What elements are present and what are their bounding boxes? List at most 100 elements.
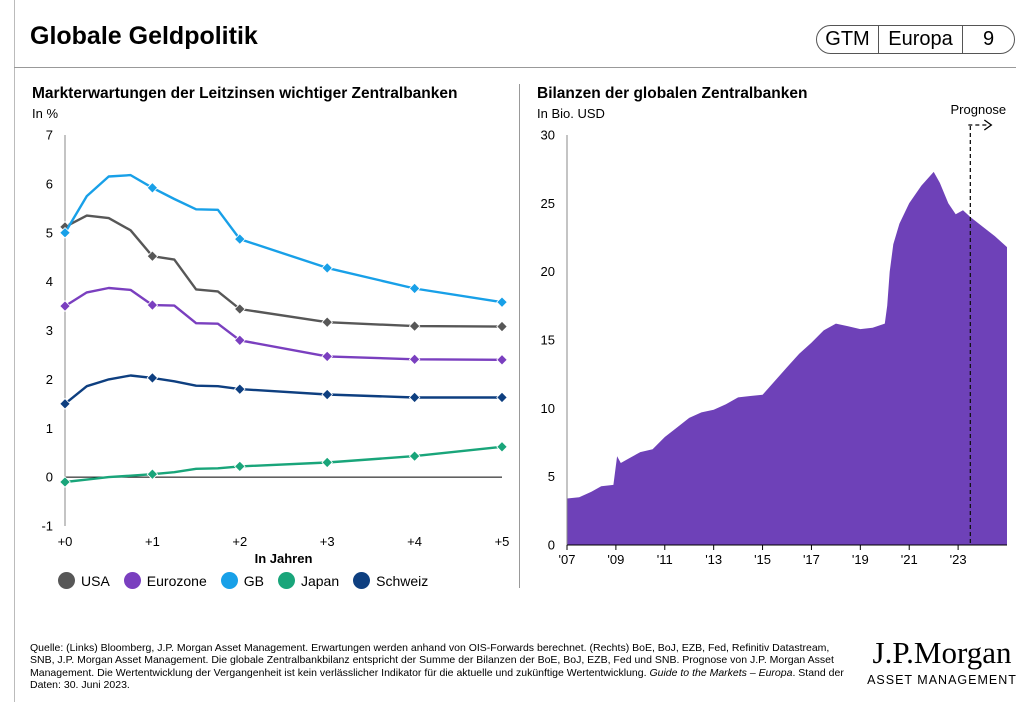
logo-wordmark: J.P.Morgan	[872, 635, 1012, 670]
data-point-eurozone	[321, 350, 333, 363]
data-point-gb	[234, 233, 246, 245]
left-chart-title: Markterwartungen der Leitzinsen wichtige…	[32, 85, 458, 102]
legend-swatch-japan	[277, 572, 295, 589]
data-point-japan	[408, 450, 421, 462]
right-x-tick-label: '13	[705, 552, 722, 567]
footnote-text: Quelle: (Links) Bloomberg, J.P. Morgan A…	[30, 642, 834, 679]
data-point-schweiz	[321, 388, 333, 401]
right-x-tick-label: '17	[803, 552, 820, 567]
legend-swatch-gb	[220, 572, 238, 589]
right-x-tick-label: '11	[657, 552, 673, 567]
right-x-tick-label: '21	[901, 552, 918, 567]
right-x-tick-label: '07	[559, 552, 576, 567]
header-divider	[14, 67, 1016, 68]
legend-label-usa: USA	[81, 572, 110, 589]
left-y-tick-label: 0	[46, 470, 53, 485]
data-point-usa	[408, 320, 421, 332]
page-badge: GTM Europa 9	[816, 25, 1015, 54]
footnote-guide-title: Guide to the Markets – Europa	[649, 666, 793, 679]
data-point-usa	[146, 250, 159, 262]
data-point-schweiz	[234, 383, 246, 395]
right-chart-unit: In Bio. USD	[537, 106, 605, 121]
right-y-tick-label: 25	[541, 196, 555, 211]
jpmorgan-logo: J.P.Morgan ASSET MANAGEMENT	[866, 635, 1018, 688]
left-x-tick-label: +0	[58, 534, 73, 549]
data-point-gb	[496, 296, 508, 308]
forecast-label: Prognose	[951, 102, 1007, 117]
legend-item-eurozone: Eurozone	[123, 572, 207, 589]
data-point-schweiz	[146, 372, 159, 384]
legend-label-japan: Japan	[300, 572, 340, 589]
legend-swatch-usa	[58, 572, 75, 589]
right-y-tick-label: 30	[541, 128, 555, 143]
right-x-tick-label: '19	[852, 552, 869, 567]
left-y-tick-label: 1	[46, 421, 53, 436]
left-y-tick-label: 3	[46, 323, 53, 338]
data-point-japan	[234, 460, 246, 473]
page-title: Globale Geldpolitik	[30, 22, 258, 50]
chart-separator	[519, 84, 520, 588]
left-y-tick-label: 7	[46, 128, 53, 143]
left-x-tick-label: +4	[407, 534, 422, 549]
left-x-tick-label: +5	[495, 534, 510, 549]
data-point-schweiz	[496, 391, 508, 404]
legend-label-eurozone: Eurozone	[146, 572, 207, 589]
right-y-tick-label: 10	[541, 401, 555, 416]
left-x-tick-label: +2	[232, 534, 247, 549]
data-point-japan	[321, 456, 333, 469]
left-y-tick-label: -1	[41, 519, 53, 534]
data-point-eurozone	[146, 299, 159, 311]
legend-item-japan: Japan	[277, 572, 340, 589]
right-chart-title: Bilanzen der globalen Zentralbanken	[537, 85, 808, 102]
left-border-rule	[14, 0, 15, 702]
source-footnote: Quelle: (Links) Bloomberg, J.P. Morgan A…	[30, 642, 850, 692]
right-x-tick-label: '23	[950, 552, 967, 567]
data-point-usa	[321, 316, 333, 328]
forecast-arrow-icon	[983, 119, 993, 131]
footnote-date: . Stand der Daten: 30. Juni 2023.	[30, 666, 844, 692]
data-point-gb	[321, 262, 333, 274]
left-y-tick-label: 4	[46, 274, 53, 289]
left-chart-unit: In %	[32, 106, 59, 121]
left-x-tick-label: +3	[320, 534, 335, 549]
legend-swatch-eurozone	[123, 572, 141, 589]
right-y-tick-label: 20	[541, 264, 555, 279]
data-point-eurozone	[496, 354, 508, 366]
right-y-tick-label: 15	[541, 333, 555, 348]
balance-sheet-area	[567, 171, 1007, 545]
series-line-eurozone	[64, 286, 503, 361]
data-point-usa	[234, 303, 246, 315]
data-point-eurozone	[59, 300, 71, 312]
data-point-gb	[408, 282, 421, 295]
right-y-tick-label: 5	[548, 469, 555, 484]
data-point-eurozone	[234, 334, 246, 347]
right-x-tick-label: '15	[754, 552, 771, 567]
left-x-tick-label: +1	[145, 534, 160, 549]
data-point-japan	[59, 476, 71, 488]
legend-item-gb: GB	[220, 572, 264, 589]
legend-item-schweiz: Schweiz	[353, 572, 428, 589]
series-line-schweiz	[64, 374, 502, 405]
data-point-usa	[496, 320, 508, 333]
legend-item-usa: USA	[58, 572, 110, 589]
badge-page-number: 9	[982, 28, 995, 50]
right-x-tick-label: '09	[607, 552, 624, 567]
data-point-eurozone	[408, 353, 421, 366]
data-point-schweiz	[59, 398, 71, 410]
data-point-gb	[59, 226, 71, 239]
legend-swatch-schweiz	[353, 572, 371, 589]
series-line-japan	[64, 445, 503, 484]
series-line-gb	[63, 173, 503, 304]
data-point-japan	[496, 441, 508, 453]
data-point-japan	[146, 468, 159, 480]
badge-region: Europa	[879, 26, 963, 53]
left-y-tick-label: 5	[46, 225, 53, 240]
left-x-axis-title: In Jahren	[255, 551, 313, 566]
logo-subtitle: ASSET MANAGEMENT	[867, 673, 1017, 687]
legend-label-schweiz: Schweiz	[376, 572, 429, 589]
badge-gtm: GTM	[817, 26, 879, 53]
left-y-tick-label: 2	[46, 372, 53, 387]
legend-label-gb: GB	[243, 572, 264, 589]
data-point-gb	[146, 182, 159, 194]
